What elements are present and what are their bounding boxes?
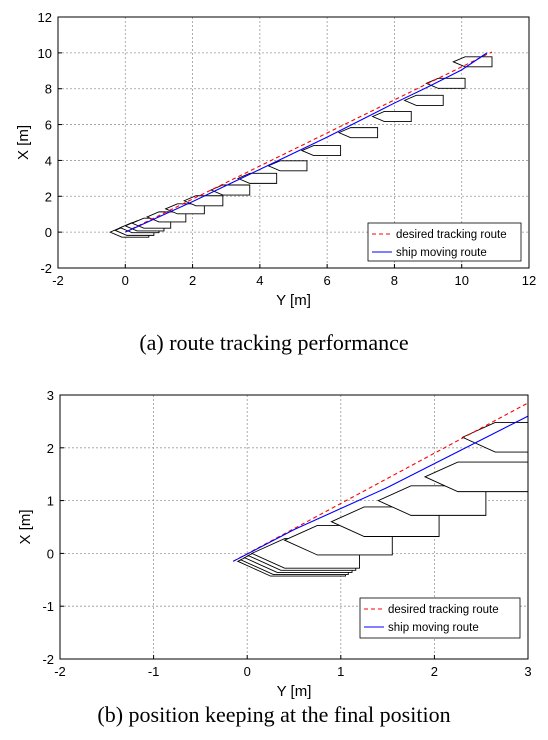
y-tick-label: 4: [45, 153, 52, 168]
legend-label-1: ship moving route: [388, 622, 479, 634]
ship-outline: [461, 422, 528, 453]
ship-outline: [183, 195, 224, 207]
x-tick-label: -1: [148, 664, 160, 679]
x-tick-label: 2: [189, 273, 196, 288]
y-tick-label: 2: [47, 441, 54, 456]
ship-outline: [164, 203, 205, 215]
chart-a: -2 0 2 4 6 8 10 12 -2 0 2 4 6 8 10 12 Y [m] X [m] desired …: [15, 10, 536, 309]
axes-frame: [59, 394, 529, 660]
ship-outline: [209, 184, 251, 196]
x-axis-label: Y [m]: [276, 292, 311, 309]
series-line-1: [232, 415, 528, 562]
x-tick-label: 2: [431, 664, 438, 679]
y-tick-label: -1: [42, 599, 54, 614]
y-tick-label: 1: [47, 494, 54, 509]
caption-a: (a) route tracking performance: [139, 330, 409, 355]
x-axis-label: Y [m]: [277, 683, 312, 700]
ship-outline: [371, 111, 412, 122]
legend-label-0: desired tracking route: [396, 229, 507, 241]
x-tick-label: 8: [391, 273, 398, 288]
y-axis-label: X [m]: [17, 509, 34, 544]
ship-outline: [423, 461, 528, 493]
y-tick-label: 8: [45, 82, 52, 97]
y-tick-label: 12: [38, 10, 52, 25]
ship-outline: [267, 160, 308, 172]
ship-outline: [337, 127, 379, 139]
y-tick-label: 2: [45, 189, 52, 204]
x-tick-label: -2: [52, 273, 64, 288]
series-line-1: [125, 52, 488, 233]
series-lines: [125, 51, 493, 233]
y-tick-label: 0: [45, 225, 52, 240]
x-tick-label: 3: [524, 664, 531, 679]
legend-label-1: ship moving route: [396, 247, 487, 259]
y-axis-label: X [m]: [15, 125, 32, 160]
legend-label-0: desired tracking route: [388, 604, 499, 616]
x-tick-label: -2: [54, 664, 66, 679]
legend: desired tracking route ship moving route: [367, 222, 522, 262]
legend-box: [367, 222, 522, 262]
x-tick-label: 12: [522, 273, 536, 288]
series-line-0: [125, 51, 493, 233]
y-tick-label: 10: [38, 46, 52, 61]
caption-b: (b) position keeping at the final positi…: [97, 702, 451, 727]
y-tick-label: 0: [47, 546, 54, 561]
x-tick-label: 0: [244, 664, 251, 679]
y-tick-label: 6: [45, 118, 52, 133]
series-lines: [232, 402, 528, 562]
y-tick-label: -2: [40, 261, 52, 276]
legend-box: [359, 597, 521, 639]
y-tick-label: -2: [42, 652, 54, 667]
x-tick-label: 4: [256, 273, 263, 288]
x-tick-label: 0: [122, 273, 129, 288]
ship-outline: [403, 94, 444, 106]
x-tick-label: 1: [337, 664, 344, 679]
y-tick-label: 3: [47, 388, 54, 403]
legend: desired tracking route ship moving route: [359, 597, 521, 639]
ship-outline: [146, 211, 187, 223]
ship-outlines: [236, 422, 528, 577]
x-tick-label: 6: [324, 273, 331, 288]
ship-outline: [377, 485, 487, 516]
x-tick-label: 10: [454, 273, 468, 288]
axes-frame: [57, 16, 530, 269]
ship-outline: [300, 145, 342, 157]
chart-b: -2 -1 0 1 2 3 -2 -1 0 1 2 3 Y [m] X [m] desired tracki…: [17, 388, 532, 700]
